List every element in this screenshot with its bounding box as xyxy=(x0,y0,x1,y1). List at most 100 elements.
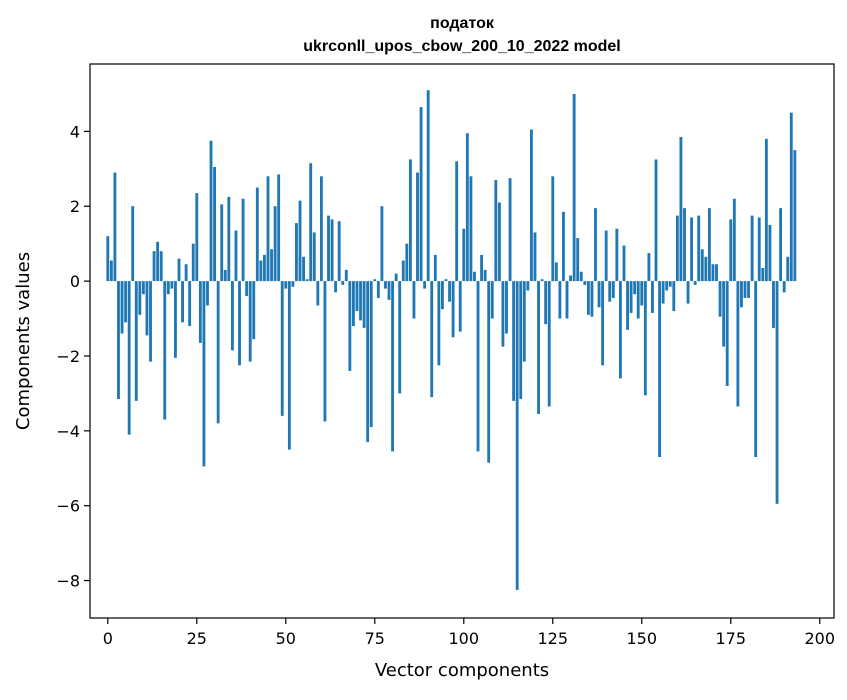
bar xyxy=(697,215,701,282)
bar xyxy=(376,281,380,298)
bar xyxy=(109,260,113,282)
plot-frame xyxy=(89,63,835,619)
bar xyxy=(366,281,370,443)
bar xyxy=(188,281,192,327)
bar xyxy=(647,253,651,282)
bar xyxy=(533,232,537,282)
bar xyxy=(693,281,697,285)
bar xyxy=(234,230,238,282)
bar xyxy=(508,178,512,282)
bar xyxy=(312,232,316,282)
x-tick-label: 125 xyxy=(538,629,569,648)
bar xyxy=(152,251,156,282)
bar xyxy=(430,281,434,398)
bar xyxy=(423,281,427,289)
bar xyxy=(362,281,366,328)
bar xyxy=(715,264,718,282)
bar xyxy=(252,281,256,340)
bar xyxy=(757,217,761,282)
bar xyxy=(245,281,249,297)
bar xyxy=(569,275,572,282)
bar xyxy=(764,138,768,282)
bar xyxy=(736,281,740,407)
x-tick-label: 150 xyxy=(626,629,657,648)
bar xyxy=(558,281,562,319)
bar xyxy=(238,281,241,366)
bar xyxy=(565,281,569,319)
bar xyxy=(476,281,480,452)
bar xyxy=(149,281,152,362)
bar xyxy=(437,281,441,366)
bar xyxy=(544,281,548,325)
bar xyxy=(344,269,348,282)
bar xyxy=(391,281,395,452)
bar xyxy=(675,215,679,282)
bar xyxy=(782,281,786,293)
bar xyxy=(529,129,533,282)
bar xyxy=(416,172,419,282)
bar xyxy=(754,281,758,458)
bar xyxy=(665,281,669,291)
bar xyxy=(608,281,612,302)
bar xyxy=(451,281,455,338)
bar xyxy=(512,281,516,401)
bar xyxy=(636,281,640,319)
bar xyxy=(141,281,145,295)
bar xyxy=(159,251,163,282)
x-tick-label: 75 xyxy=(365,629,385,648)
y-axis: 4 2 0 −2 −4 −6 −8 xyxy=(56,122,90,591)
bar xyxy=(156,241,160,282)
bar xyxy=(337,221,341,282)
bar xyxy=(690,217,694,282)
bar xyxy=(387,281,391,300)
bar xyxy=(184,264,188,282)
bar xyxy=(227,196,231,282)
bar xyxy=(309,163,313,282)
bar xyxy=(768,224,772,282)
bar xyxy=(405,243,409,282)
bar xyxy=(668,281,672,287)
bar xyxy=(455,161,459,282)
bar xyxy=(277,174,281,282)
bar xyxy=(718,281,722,317)
bar xyxy=(761,268,765,282)
bar xyxy=(707,208,711,282)
bar xyxy=(223,269,227,282)
bar xyxy=(330,219,334,282)
bar xyxy=(280,281,284,416)
bar xyxy=(401,260,405,282)
bar xyxy=(601,281,605,366)
bar xyxy=(551,176,555,282)
y-tick-label: 0 xyxy=(70,272,80,291)
bar xyxy=(220,204,224,282)
bar xyxy=(341,281,345,285)
bar xyxy=(230,281,234,351)
bar xyxy=(359,281,362,321)
bar xyxy=(441,281,444,310)
bar xyxy=(181,281,184,323)
bar xyxy=(284,281,288,289)
bar xyxy=(408,159,412,282)
bar xyxy=(433,254,437,282)
bar xyxy=(248,281,252,362)
bar xyxy=(355,281,359,312)
bar xyxy=(562,211,565,282)
bar xyxy=(772,281,775,328)
chart-title-line2: ukrconll_upos_cbow_200_10_2022 model xyxy=(303,38,620,55)
bar xyxy=(643,281,647,396)
bar xyxy=(651,281,654,313)
bar xyxy=(298,200,302,282)
bar xyxy=(622,245,626,282)
bar xyxy=(473,271,476,282)
bar xyxy=(626,281,629,330)
bar xyxy=(419,107,423,282)
bar xyxy=(287,281,291,450)
bar xyxy=(732,198,736,282)
bar xyxy=(117,281,120,400)
bar xyxy=(725,281,729,386)
bar xyxy=(618,281,622,379)
bar xyxy=(594,208,597,282)
bar xyxy=(206,281,209,306)
